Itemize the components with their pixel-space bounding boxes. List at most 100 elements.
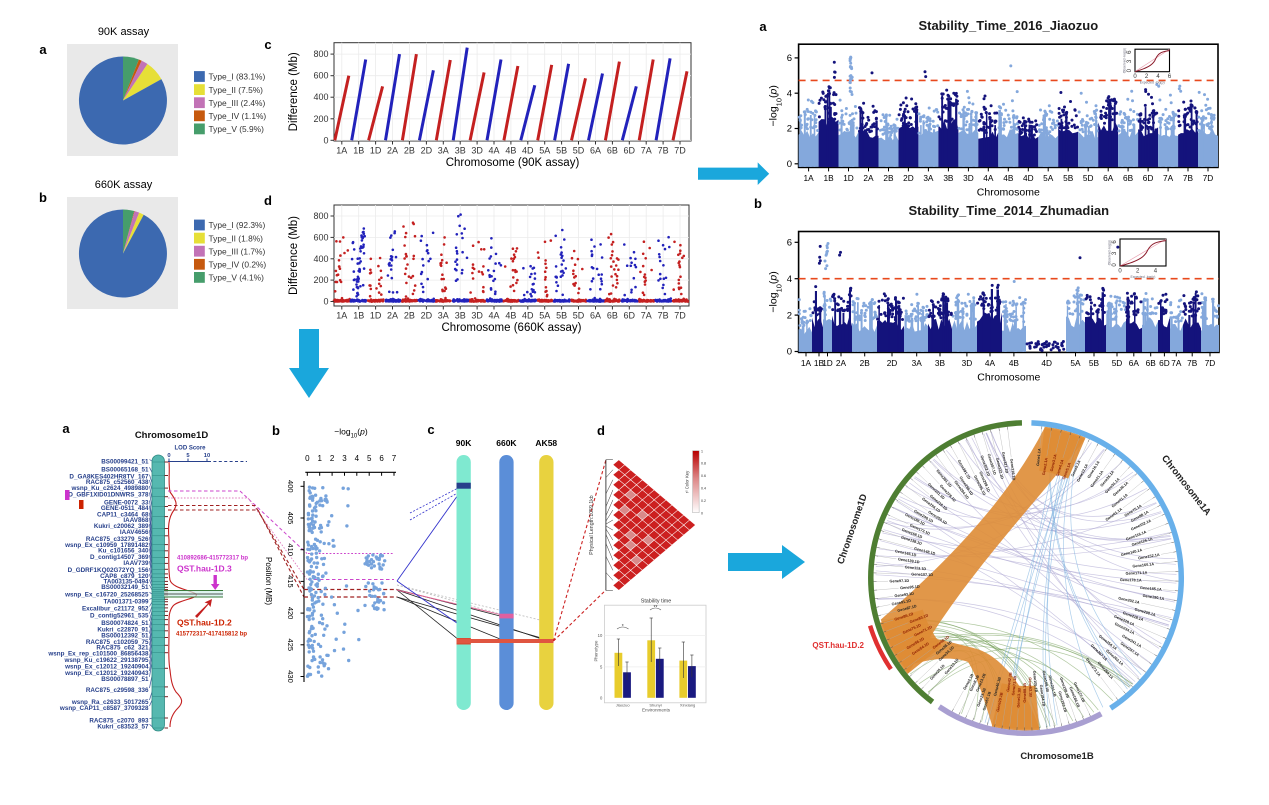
svg-text:430: 430	[286, 670, 295, 683]
svg-text:d: d	[597, 423, 605, 438]
svg-text:QST.hau-1D.3: QST.hau-1D.3	[177, 564, 232, 574]
svg-text:4A: 4A	[488, 311, 499, 321]
svg-text:6D: 6D	[624, 146, 636, 156]
svg-text:5A: 5A	[539, 146, 550, 156]
svg-text:Kukri_c83523_57: Kukri_c83523_57	[97, 723, 149, 730]
svg-text:Gene107.1D: Gene107.1D	[911, 572, 933, 577]
svg-text:5A: 5A	[1043, 173, 1054, 183]
svg-text:Type_II (7.5%): Type_II (7.5%)	[209, 85, 264, 95]
svg-text:Stability_Time_2016_Jiaozuo: Stability_Time_2016_Jiaozuo	[918, 18, 1098, 33]
svg-text:5B: 5B	[1063, 173, 1074, 183]
svg-text:wsnp_Ex_c16720_25268525: wsnp_Ex_c16720_25268525	[64, 591, 149, 598]
svg-text:600: 600	[313, 232, 328, 242]
svg-text:4: 4	[787, 88, 792, 99]
svg-text:Gene178.1A: Gene178.1A	[1120, 578, 1142, 582]
svg-text:3B: 3B	[455, 146, 466, 156]
svg-text:a: a	[759, 19, 767, 34]
svg-text:2B: 2B	[883, 173, 894, 183]
svg-text:b: b	[272, 423, 280, 438]
svg-text:7D: 7D	[674, 311, 686, 321]
svg-text:a: a	[62, 421, 70, 436]
svg-text:Phenotype: Phenotype	[594, 640, 599, 662]
svg-text:5A: 5A	[1070, 358, 1081, 368]
svg-text:400: 400	[313, 254, 328, 264]
svg-text:425: 425	[286, 639, 295, 652]
svg-text:1D: 1D	[822, 358, 833, 368]
svg-text:7D: 7D	[674, 146, 686, 156]
svg-text:5: 5	[367, 454, 372, 463]
svg-text:Difference (Mb): Difference (Mb)	[288, 216, 300, 295]
svg-text:Chromosome: Chromosome	[977, 187, 1040, 199]
svg-text:Stability time: Stability time	[641, 599, 672, 605]
svg-text:**: **	[654, 605, 658, 611]
svg-text:7A: 7A	[1163, 173, 1174, 183]
svg-text:4: 4	[355, 454, 360, 463]
svg-text:660K: 660K	[496, 438, 517, 448]
svg-text:3: 3	[342, 454, 347, 463]
svg-text:Chromosome1B: Chromosome1B	[1020, 751, 1094, 762]
svg-text:5D: 5D	[1083, 173, 1094, 183]
svg-text:4D: 4D	[1023, 173, 1034, 183]
svg-text:1B: 1B	[824, 173, 835, 183]
svg-text:7A: 7A	[641, 311, 652, 321]
svg-text:0: 0	[323, 135, 328, 145]
svg-text:1B: 1B	[353, 146, 364, 156]
svg-text:4B: 4B	[1009, 358, 1020, 368]
svg-text:5B: 5B	[556, 146, 567, 156]
svg-text:200: 200	[313, 275, 328, 285]
svg-text:Gene88.1B: Gene88.1B	[1023, 683, 1027, 703]
svg-text:800: 800	[313, 49, 328, 59]
svg-text:400: 400	[286, 480, 295, 493]
svg-text:Chromosome1D: Chromosome1D	[135, 430, 209, 441]
svg-text:4B: 4B	[505, 311, 516, 321]
svg-text:6: 6	[787, 53, 792, 64]
svg-text:r² Color Key: r² Color Key	[685, 470, 690, 493]
svg-text:5D: 5D	[573, 311, 585, 321]
svg-text:0: 0	[701, 511, 703, 515]
svg-text:6: 6	[379, 454, 384, 463]
svg-text:10: 10	[204, 453, 210, 459]
svg-text:6B: 6B	[1146, 358, 1157, 368]
svg-text:3B: 3B	[943, 173, 954, 183]
svg-text:3D: 3D	[963, 173, 974, 183]
svg-text:1B: 1B	[353, 311, 364, 321]
svg-text:Type_IV (1.1%): Type_IV (1.1%)	[209, 111, 267, 121]
svg-text:0: 0	[787, 347, 792, 358]
svg-text:3A: 3A	[438, 146, 449, 156]
svg-text:c: c	[427, 422, 434, 437]
svg-text:Excalibur_c21172_952: Excalibur_c21172_952	[82, 606, 149, 613]
svg-text:7B: 7B	[1187, 358, 1198, 368]
svg-text:6A: 6A	[590, 146, 601, 156]
svg-text:Observed -log(p): Observed -log(p)	[1108, 240, 1112, 265]
svg-text:1D: 1D	[370, 146, 382, 156]
svg-text:5D: 5D	[573, 146, 585, 156]
svg-text:0.2: 0.2	[701, 499, 706, 503]
svg-text:Type_I (92.3%): Type_I (92.3%)	[209, 220, 266, 230]
svg-text:6A: 6A	[1103, 173, 1114, 183]
svg-text:410892686-415772317 bp: 410892686-415772317 bp	[177, 556, 248, 562]
svg-text:4D: 4D	[1041, 358, 1052, 368]
svg-text:7B: 7B	[1183, 173, 1194, 183]
svg-text:7D: 7D	[1205, 358, 1216, 368]
svg-text:6B: 6B	[607, 311, 618, 321]
svg-text:a: a	[39, 42, 47, 57]
svg-text:Type_V (4.1%): Type_V (4.1%)	[209, 273, 265, 283]
svg-text:405: 405	[286, 512, 295, 525]
svg-text:Chromosome (660K assay): Chromosome (660K assay)	[442, 322, 582, 334]
svg-text:BS00032149_51: BS00032149_51	[101, 584, 149, 591]
svg-text:5B: 5B	[556, 311, 567, 321]
svg-text:2B: 2B	[404, 146, 415, 156]
svg-text:0: 0	[787, 159, 792, 170]
svg-text:6D: 6D	[624, 311, 636, 321]
svg-text:Environments: Environments	[642, 708, 671, 713]
svg-text:6B: 6B	[607, 146, 618, 156]
svg-text:BS00078897_51: BS00078897_51	[101, 676, 149, 683]
svg-text:*: *	[622, 624, 624, 630]
svg-text:4A: 4A	[488, 146, 499, 156]
svg-text:0.8: 0.8	[701, 462, 706, 466]
svg-text:3D: 3D	[471, 311, 483, 321]
svg-text:200: 200	[313, 114, 328, 124]
svg-text:Expected -log(p): Expected -log(p)	[1131, 275, 1156, 279]
svg-text:400: 400	[313, 92, 328, 102]
svg-text:Chromosome (90K assay): Chromosome (90K assay)	[446, 157, 580, 169]
